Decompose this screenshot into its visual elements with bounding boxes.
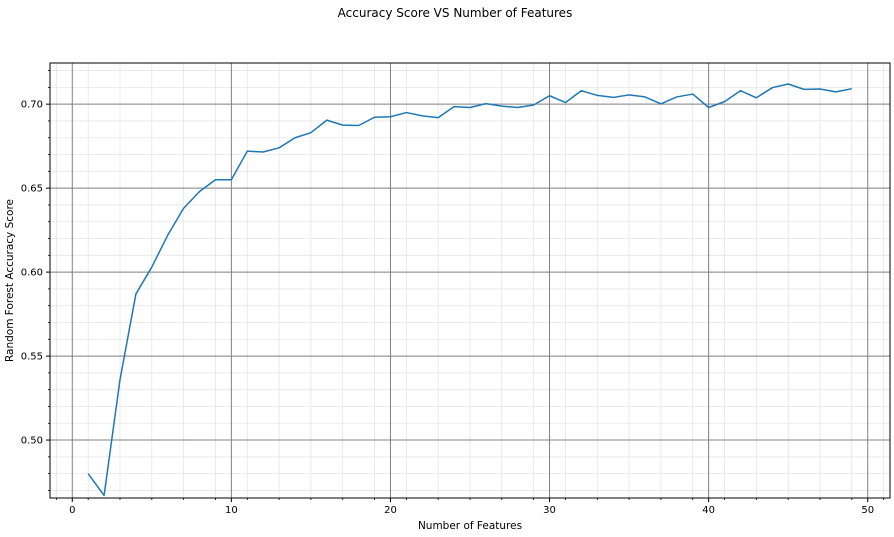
major-grid <box>50 63 890 498</box>
data-point <box>102 494 105 497</box>
data-point <box>612 96 615 99</box>
data-point <box>134 292 137 295</box>
data-point <box>230 178 233 181</box>
data-point <box>214 178 217 181</box>
y-tick-label: 0.70 <box>21 100 43 111</box>
data-point <box>452 105 455 108</box>
x-tick-label: 40 <box>702 505 715 516</box>
data-point <box>405 111 408 114</box>
data-point <box>627 93 630 96</box>
data-point <box>468 106 471 109</box>
data-point <box>341 124 344 127</box>
data-point <box>293 136 296 139</box>
chart-title: Accuracy Score VS Number of Features <box>338 6 573 20</box>
x-tick-label: 0 <box>69 505 75 516</box>
data-point <box>262 150 265 153</box>
data-point <box>755 96 758 99</box>
data-point <box>707 106 710 109</box>
data-point <box>659 102 662 105</box>
y-axis-label: Random Forest Accuracy Score <box>4 199 16 362</box>
data-point <box>691 92 694 95</box>
data-point <box>182 207 185 210</box>
data-point <box>118 378 121 381</box>
minor-grid <box>50 63 890 498</box>
x-tick-label: 30 <box>543 505 556 516</box>
data-point <box>87 472 90 475</box>
data-point <box>643 95 646 98</box>
ticks: 0 10 20 30 40 50 0.50 0.55 0.60 0.65 0.70 <box>21 70 885 516</box>
data-point <box>500 105 503 108</box>
data-point <box>309 131 312 134</box>
data-point <box>548 94 551 97</box>
data-point <box>357 124 360 127</box>
x-tick-label: 20 <box>384 505 397 516</box>
data-point <box>580 89 583 92</box>
data-point <box>787 82 790 85</box>
data-point <box>596 94 599 97</box>
data-point <box>198 190 201 193</box>
y-tick-label: 0.65 <box>21 184 43 195</box>
data-point <box>373 116 376 119</box>
x-axis-label: Number of Features <box>418 520 522 532</box>
data-point <box>834 90 837 93</box>
x-tick-label: 50 <box>861 505 874 516</box>
data-point <box>150 265 153 268</box>
y-tick-label: 0.60 <box>21 268 43 279</box>
data-point <box>739 89 742 92</box>
data-point <box>246 150 249 153</box>
data-point <box>389 115 392 118</box>
data-point <box>166 234 169 237</box>
x-tick-label: 10 <box>225 505 238 516</box>
data-point <box>850 87 853 90</box>
data-point <box>818 87 821 90</box>
y-tick-label: 0.50 <box>21 436 43 447</box>
data-point <box>277 146 280 149</box>
data-point <box>437 116 440 119</box>
data-point <box>723 100 726 103</box>
data-point <box>484 102 487 105</box>
data-point <box>325 119 328 122</box>
data-point <box>421 114 424 117</box>
data-point <box>675 95 678 98</box>
data-point <box>564 101 567 104</box>
data-point <box>516 106 519 109</box>
data-point <box>802 88 805 91</box>
series-layer <box>87 82 853 497</box>
data-point <box>532 103 535 106</box>
y-tick-label: 0.55 <box>21 352 43 363</box>
data-point <box>771 86 774 89</box>
series-line <box>87 83 852 497</box>
